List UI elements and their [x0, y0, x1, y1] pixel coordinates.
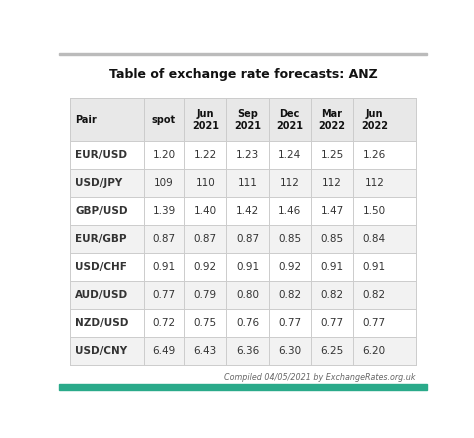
Bar [70, 225, 416, 253]
Text: 0.91: 0.91 [320, 262, 344, 272]
Text: NZD/USD: NZD/USD [75, 318, 128, 328]
Text: EUR/GBP: EUR/GBP [75, 234, 127, 244]
Text: 0.77: 0.77 [320, 318, 344, 328]
Text: 1.47: 1.47 [320, 206, 344, 216]
Text: 1.39: 1.39 [152, 206, 175, 216]
Text: 0.77: 0.77 [363, 318, 386, 328]
Text: 1.25: 1.25 [320, 150, 344, 160]
Text: 0.92: 0.92 [278, 262, 301, 272]
Bar [70, 141, 416, 169]
Text: 109: 109 [154, 178, 174, 188]
Text: 1.24: 1.24 [278, 150, 301, 160]
Text: 0.84: 0.84 [363, 234, 386, 244]
Text: 0.87: 0.87 [194, 234, 217, 244]
Bar [70, 197, 416, 225]
Text: Jun
2021: Jun 2021 [192, 109, 219, 131]
Text: 6.49: 6.49 [152, 346, 175, 356]
Text: 111: 111 [237, 178, 257, 188]
Text: GBP/USD: GBP/USD [75, 206, 128, 216]
Text: 1.22: 1.22 [194, 150, 217, 160]
Text: 112: 112 [322, 178, 342, 188]
Text: USD/JPY: USD/JPY [75, 178, 122, 188]
Text: 0.87: 0.87 [236, 234, 259, 244]
Text: Dec
2021: Dec 2021 [276, 109, 303, 131]
Text: 6.30: 6.30 [278, 346, 301, 356]
Bar [70, 281, 416, 309]
Text: 6.20: 6.20 [363, 346, 386, 356]
Bar [70, 309, 416, 337]
Text: 0.80: 0.80 [236, 290, 259, 300]
Text: 0.82: 0.82 [363, 290, 386, 300]
Text: USD/CNY: USD/CNY [75, 346, 127, 356]
Bar [70, 169, 416, 197]
Text: 0.91: 0.91 [363, 262, 386, 272]
Text: 0.82: 0.82 [320, 290, 344, 300]
Text: 1.23: 1.23 [236, 150, 259, 160]
Text: 1.42: 1.42 [236, 206, 259, 216]
Text: 0.79: 0.79 [194, 290, 217, 300]
Text: 0.75: 0.75 [194, 318, 217, 328]
Text: Mar
2022: Mar 2022 [319, 109, 346, 131]
Text: AUD/USD: AUD/USD [75, 290, 128, 300]
Text: 112: 112 [280, 178, 300, 188]
Text: Jun
2022: Jun 2022 [361, 109, 388, 131]
Text: 1.40: 1.40 [194, 206, 217, 216]
Text: 6.43: 6.43 [194, 346, 217, 356]
Text: 1.20: 1.20 [152, 150, 175, 160]
Text: 6.36: 6.36 [236, 346, 259, 356]
Text: Sep
2021: Sep 2021 [234, 109, 261, 131]
Bar [70, 253, 416, 281]
Text: 110: 110 [195, 178, 215, 188]
Text: Table of exchange rate forecasts: ANZ: Table of exchange rate forecasts: ANZ [109, 68, 377, 81]
Text: Compiled 04/05/2021 by ExchangeRates.org.uk: Compiled 04/05/2021 by ExchangeRates.org… [224, 372, 416, 381]
Text: 0.85: 0.85 [320, 234, 344, 244]
Text: spot: spot [152, 115, 176, 125]
Text: 0.85: 0.85 [278, 234, 301, 244]
Text: 6.25: 6.25 [320, 346, 344, 356]
Text: Pair: Pair [75, 115, 97, 125]
Text: 1.26: 1.26 [363, 150, 386, 160]
Text: 1.46: 1.46 [278, 206, 301, 216]
Bar [59, 384, 427, 390]
Text: 0.77: 0.77 [278, 318, 301, 328]
Text: USD/CHF: USD/CHF [75, 262, 127, 272]
Text: EUR/USD: EUR/USD [75, 150, 127, 160]
Text: 0.82: 0.82 [278, 290, 301, 300]
Bar [70, 98, 416, 141]
Text: 0.91: 0.91 [152, 262, 175, 272]
Text: 0.91: 0.91 [236, 262, 259, 272]
Text: 0.87: 0.87 [152, 234, 175, 244]
Text: 0.77: 0.77 [152, 290, 175, 300]
Text: 0.76: 0.76 [236, 318, 259, 328]
Text: 1.50: 1.50 [363, 206, 386, 216]
Bar [70, 337, 416, 364]
Text: 112: 112 [365, 178, 384, 188]
Bar [59, 53, 427, 55]
Text: 0.72: 0.72 [152, 318, 175, 328]
Text: 0.92: 0.92 [194, 262, 217, 272]
